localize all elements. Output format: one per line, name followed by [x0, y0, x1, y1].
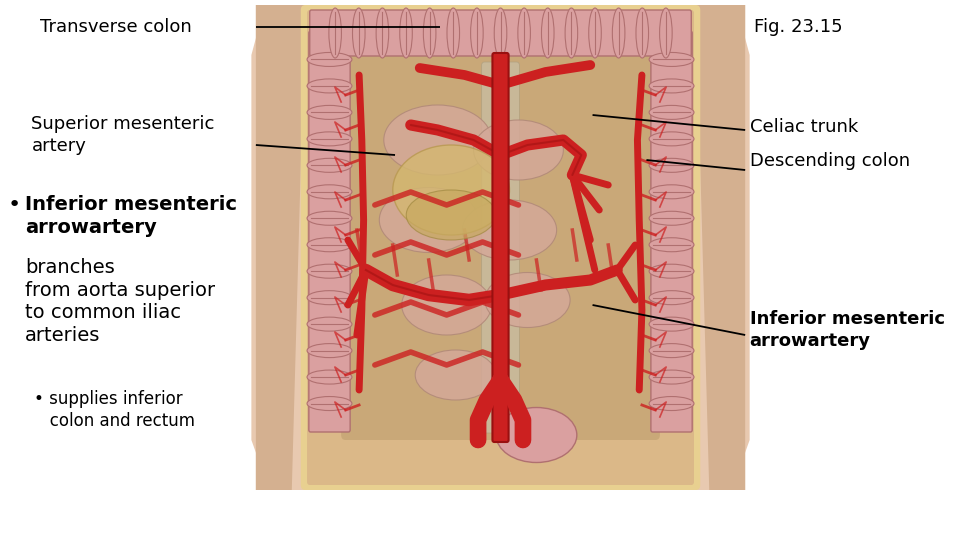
Text: Fig. 23.15: Fig. 23.15	[755, 18, 843, 36]
Ellipse shape	[541, 8, 554, 58]
Ellipse shape	[406, 190, 496, 240]
Text: Descending colon: Descending colon	[750, 152, 910, 170]
Text: branches
from aorta superior
to common iliac
arteries: branches from aorta superior to common i…	[25, 258, 215, 345]
Ellipse shape	[401, 275, 492, 335]
Ellipse shape	[612, 8, 625, 58]
Ellipse shape	[307, 211, 352, 225]
Ellipse shape	[649, 79, 694, 93]
Ellipse shape	[307, 343, 352, 357]
Ellipse shape	[307, 396, 352, 410]
Ellipse shape	[379, 187, 478, 253]
Ellipse shape	[307, 264, 352, 278]
Ellipse shape	[649, 264, 694, 278]
Ellipse shape	[636, 8, 649, 58]
Ellipse shape	[307, 317, 352, 331]
Ellipse shape	[463, 200, 557, 260]
FancyBboxPatch shape	[309, 31, 350, 432]
Ellipse shape	[307, 370, 352, 384]
Ellipse shape	[660, 8, 672, 58]
Ellipse shape	[517, 8, 531, 58]
Ellipse shape	[649, 105, 694, 119]
Ellipse shape	[307, 185, 352, 199]
Ellipse shape	[352, 8, 365, 58]
Text: Superior mesenteric
artery: Superior mesenteric artery	[32, 115, 215, 155]
Ellipse shape	[649, 185, 694, 199]
FancyBboxPatch shape	[307, 10, 694, 485]
Ellipse shape	[416, 350, 496, 400]
Ellipse shape	[649, 52, 694, 66]
Ellipse shape	[473, 120, 564, 180]
FancyBboxPatch shape	[651, 31, 692, 432]
Text: Inferior mesenteric
arrowartery: Inferior mesenteric arrowartery	[25, 195, 237, 237]
Polygon shape	[256, 5, 305, 490]
Ellipse shape	[496, 408, 577, 462]
Text: Celiac trunk: Celiac trunk	[750, 118, 858, 136]
Ellipse shape	[470, 8, 483, 58]
Text: • supplies inferior
   colon and rectum: • supplies inferior colon and rectum	[35, 390, 195, 430]
Ellipse shape	[649, 238, 694, 252]
Ellipse shape	[649, 132, 694, 146]
Ellipse shape	[485, 273, 570, 327]
Ellipse shape	[307, 52, 352, 66]
FancyBboxPatch shape	[482, 62, 519, 433]
FancyBboxPatch shape	[341, 55, 660, 440]
Ellipse shape	[384, 105, 492, 175]
Text: •: •	[7, 195, 20, 215]
Ellipse shape	[588, 8, 601, 58]
Ellipse shape	[649, 370, 694, 384]
Ellipse shape	[494, 8, 507, 58]
Ellipse shape	[649, 396, 694, 410]
Polygon shape	[696, 5, 745, 490]
Polygon shape	[252, 5, 750, 490]
FancyBboxPatch shape	[310, 10, 691, 56]
Ellipse shape	[393, 145, 510, 235]
Text: Inferior mesenteric
arrowartery: Inferior mesenteric arrowartery	[750, 310, 945, 350]
Ellipse shape	[399, 8, 412, 58]
Ellipse shape	[307, 291, 352, 305]
Ellipse shape	[649, 343, 694, 357]
Ellipse shape	[307, 132, 352, 146]
FancyBboxPatch shape	[256, 5, 745, 490]
Ellipse shape	[649, 211, 694, 225]
Ellipse shape	[376, 8, 389, 58]
FancyBboxPatch shape	[492, 53, 509, 442]
Ellipse shape	[423, 8, 436, 58]
Ellipse shape	[307, 105, 352, 119]
FancyBboxPatch shape	[300, 5, 700, 490]
Ellipse shape	[649, 158, 694, 172]
Ellipse shape	[649, 317, 694, 331]
Ellipse shape	[565, 8, 578, 58]
Ellipse shape	[307, 158, 352, 172]
Ellipse shape	[329, 8, 342, 58]
Ellipse shape	[447, 8, 460, 58]
Ellipse shape	[307, 238, 352, 252]
Ellipse shape	[649, 291, 694, 305]
Text: Transverse colon: Transverse colon	[40, 18, 192, 36]
Ellipse shape	[307, 79, 352, 93]
